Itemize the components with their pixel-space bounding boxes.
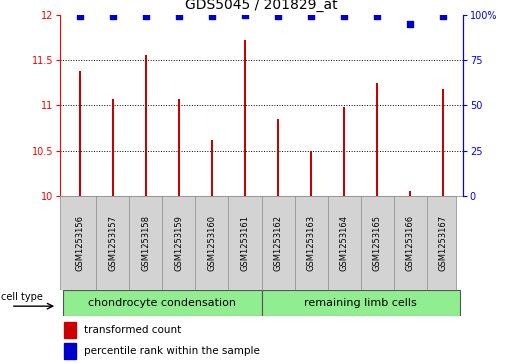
Bar (145, 55, 147, 196)
Point (109, 13, 117, 19)
Point (274, 13, 282, 19)
Bar (64, 343, 76, 359)
Text: chondrocyte condensation: chondrocyte condensation (88, 298, 236, 308)
Point (439, 13, 447, 19)
Bar (211, 140, 213, 196)
Bar (310, 151, 312, 196)
FancyBboxPatch shape (60, 196, 456, 290)
Point (307, 13, 315, 19)
Text: GSM1253162: GSM1253162 (274, 215, 282, 271)
Text: GSM1253166: GSM1253166 (405, 215, 415, 271)
Point (373, 13, 381, 19)
Point (406, 21, 414, 26)
Bar (376, 82, 378, 196)
Text: cell type: cell type (1, 292, 43, 302)
Text: transformed count: transformed count (84, 325, 181, 335)
Point (142, 13, 150, 19)
Text: GSM1253165: GSM1253165 (372, 215, 382, 271)
FancyBboxPatch shape (262, 290, 460, 316)
Text: remaining limb cells: remaining limb cells (304, 298, 417, 308)
Text: GSM1253157: GSM1253157 (108, 215, 118, 271)
Text: GSM1253158: GSM1253158 (141, 215, 151, 271)
Text: percentile rank within the sample: percentile rank within the sample (84, 346, 260, 356)
Bar (111, 99, 115, 196)
Text: GSM1253159: GSM1253159 (175, 215, 184, 271)
Bar (343, 107, 345, 196)
Text: GSM1253167: GSM1253167 (439, 215, 448, 271)
Point (175, 13, 183, 19)
Bar (277, 119, 279, 196)
Text: GSM1253163: GSM1253163 (306, 215, 315, 271)
Text: GSM1253160: GSM1253160 (208, 215, 217, 271)
Text: GSM1253156: GSM1253156 (75, 215, 84, 271)
Bar (408, 191, 412, 196)
Text: GSM1253164: GSM1253164 (339, 215, 348, 271)
Bar (178, 99, 180, 196)
Bar (244, 40, 246, 196)
Title: GDS5045 / 201829_at: GDS5045 / 201829_at (185, 0, 338, 12)
Point (76, 13, 84, 19)
Bar (78, 71, 81, 196)
Text: GSM1253161: GSM1253161 (241, 215, 249, 271)
Point (340, 13, 348, 19)
Bar (64, 322, 76, 338)
Bar (442, 89, 445, 196)
Point (208, 13, 216, 19)
Point (241, 12, 249, 17)
FancyBboxPatch shape (63, 290, 262, 316)
